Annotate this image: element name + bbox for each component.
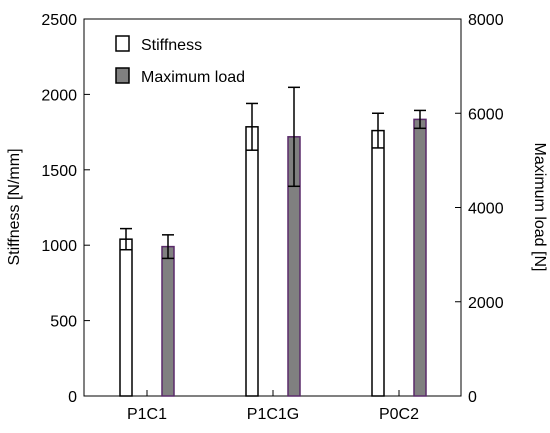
legend-label-max-load: Maximum load <box>141 69 245 86</box>
y-axis-title: Stiffness [N/mm] <box>6 148 23 265</box>
stiffness-bar <box>371 129 385 397</box>
y2-tick-label: 0 <box>468 389 477 406</box>
y-tick-label: 0 <box>68 389 77 406</box>
legend-swatch-max-load <box>115 67 130 84</box>
y-tick-label: 2500 <box>41 12 77 29</box>
right-axis: 0 2000 4000 6000 8000 <box>455 12 504 406</box>
legend: Stiffness Maximum load <box>115 35 245 86</box>
x-tick-label: P1C1 <box>127 406 167 423</box>
stiffness-bar <box>119 238 133 397</box>
left-axis: 0 500 1000 1500 2000 2500 <box>41 12 90 406</box>
y2-tick-label: 8000 <box>468 12 504 29</box>
y2-tick-label: 2000 <box>468 295 504 312</box>
stiffness-bar <box>245 126 259 397</box>
x-tick-label: P1C1G <box>247 406 299 423</box>
y2-axis-title: Maximum load [N] <box>531 143 548 272</box>
max-load-bar <box>161 245 175 397</box>
y-tick-label: 1500 <box>41 163 77 180</box>
legend-swatch-stiffness <box>115 35 130 52</box>
y2-tick-label: 4000 <box>468 201 504 218</box>
bars <box>119 86 427 397</box>
x-tick-label: P0C2 <box>379 406 419 423</box>
y-tick-label: 500 <box>50 314 77 331</box>
legend-label-stiffness: Stiffness <box>141 37 202 54</box>
y-tick-label: 2000 <box>41 87 77 104</box>
y2-tick-label: 6000 <box>468 106 504 123</box>
y-tick-label: 1000 <box>41 238 77 255</box>
x-axis: P1C1 P1C1G P0C2 <box>127 390 419 423</box>
max-load-bar <box>413 118 427 397</box>
